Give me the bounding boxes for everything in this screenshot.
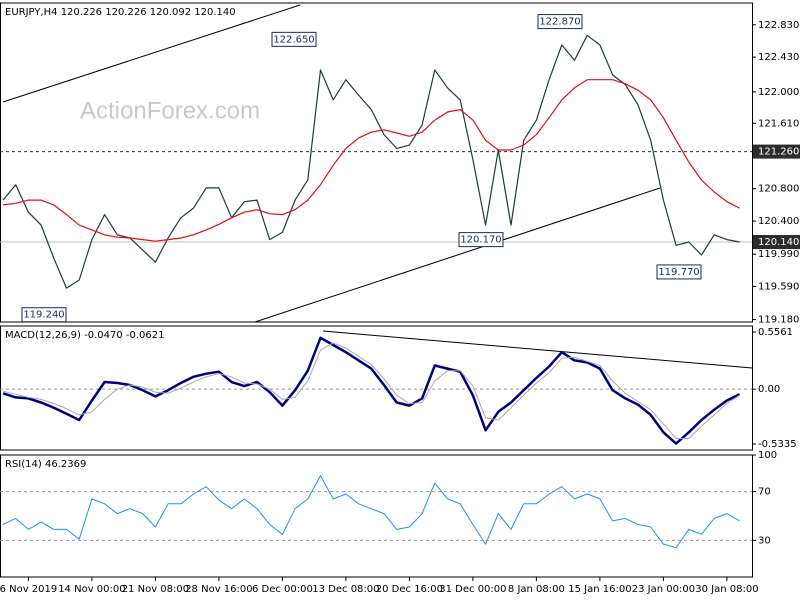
annotation-box (271, 31, 317, 47)
x-tick-label: 8 Jan 08:00 (508, 584, 565, 595)
x-tick-label: 30 Jan 08:00 (695, 584, 758, 595)
y-tick-label: 30 (758, 535, 771, 546)
x-tick-label: 28 Nov 16:00 (185, 584, 252, 595)
x-tick-label: 13 Dec 08:00 (312, 584, 379, 595)
x-tick-label: 20 Dec 16:00 (376, 584, 443, 595)
annotation-label: 122.650 (273, 34, 314, 45)
y-tick-label: 120.400 (758, 216, 799, 227)
annotation-label: 119.240 (23, 310, 64, 321)
x-tick-label: 23 Jan 00:00 (632, 584, 695, 595)
y-tick-label: -0.5335 (758, 439, 797, 450)
x-tick-label: 14 Nov 00:00 (58, 584, 125, 595)
annotation-box (656, 264, 702, 280)
y-tick-label: 119.180 (758, 315, 799, 326)
x-tick-label: 6 Nov 2019 (0, 584, 57, 595)
series-line (2, 475, 740, 549)
x-tick-label: 15 Jan 16:00 (568, 584, 631, 595)
x-tick-label: 6 Dec 00:00 (252, 584, 313, 595)
y-tick-label: 0.00 (758, 384, 780, 395)
panel-frame (0, 454, 753, 578)
series-line (2, 342, 740, 439)
x-tick-label: 31 Dec 00:00 (439, 584, 506, 595)
y-tick-label: 122.000 (758, 87, 799, 98)
y-tick-label: 119.590 (758, 281, 799, 292)
annotation-box (21, 307, 67, 323)
channel-lower (254, 187, 661, 323)
annotation-label: 122.870 (539, 17, 580, 28)
y-tick-label: 70 (758, 487, 771, 498)
series-line (2, 79, 740, 242)
channel-upper (2, 4, 301, 103)
price-level-label: 121.260 (758, 147, 799, 158)
y-tick-label: 122.830 (758, 20, 799, 31)
annotation-box (537, 14, 583, 30)
series-line (2, 336, 741, 445)
annotation-label: 119.770 (658, 267, 699, 278)
price-level-box (753, 144, 800, 159)
panel-frame (0, 325, 753, 451)
annotation-box (458, 232, 504, 248)
panel-title: MACD(12,26,9) -0.0470 -0.0621 (5, 330, 165, 341)
last-price-label: 120.140 (758, 237, 799, 248)
y-tick-label: 121.610 (758, 118, 799, 129)
y-tick-label: 120.800 (758, 184, 799, 195)
x-tick-label: 21 Nov 08:00 (122, 584, 189, 595)
y-tick-label: 122.430 (758, 52, 799, 63)
panel-frame (0, 2, 753, 323)
annotation-label: 120.170 (460, 235, 501, 246)
watermark: ActionForex.com (80, 97, 260, 124)
y-tick-label: 0.5561 (758, 327, 793, 338)
y-tick-label: 119.990 (758, 249, 799, 260)
series-line (2, 34, 740, 289)
panel-title: RSI(14) 46.2369 (5, 459, 86, 470)
macd-trend-line (322, 330, 753, 369)
y-tick-label: 100 (758, 450, 777, 461)
panel-title: EURJPY,H4 120.226 120.226 120.092 120.14… (5, 7, 236, 18)
last-price-box (753, 235, 800, 250)
